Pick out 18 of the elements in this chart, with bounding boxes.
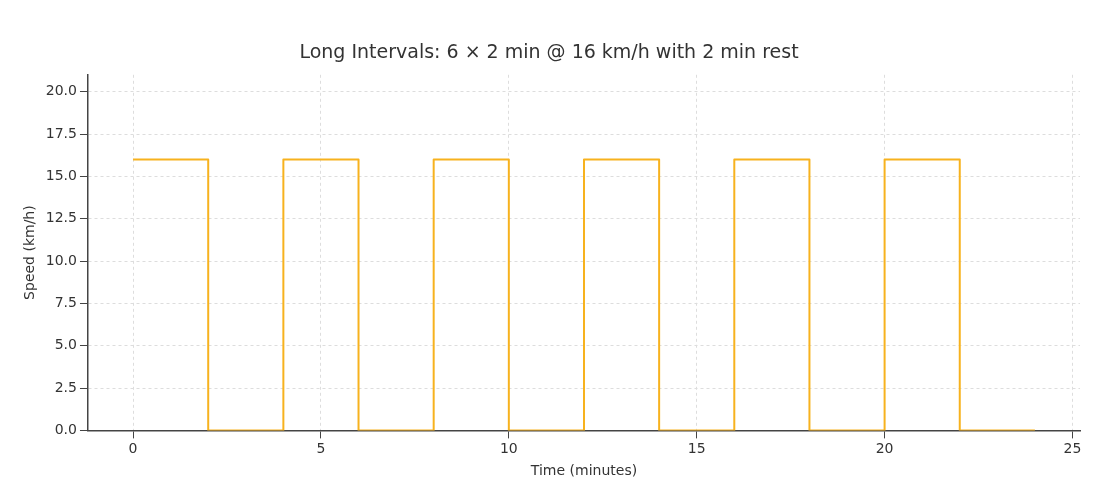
chart-title: Long Intervals: 6 × 2 min @ 16 km/h with 2 min rest [299, 40, 799, 63]
x-axis-title: Time (minutes) [529, 462, 638, 479]
y-tick-label: 7.5 [54, 294, 77, 311]
x-tick-label: 5 [316, 440, 326, 457]
y-tick-label: 15.0 [45, 167, 77, 184]
y-tick-label: 20.0 [45, 82, 77, 99]
y-tick-label: 12.5 [45, 209, 77, 226]
y-axis-title: Speed (km/h) [21, 205, 38, 300]
y-tick-label: 2.5 [54, 378, 77, 395]
x-tick-label: 15 [687, 440, 706, 457]
y-tick-label: 10.0 [45, 251, 77, 268]
y-tick-label: 5.0 [54, 336, 77, 353]
y-tick-label: 17.5 [45, 124, 77, 141]
x-tick-label: 20 [875, 440, 894, 457]
y-tick-label: 0.0 [54, 421, 77, 438]
x-tick-label: 10 [499, 440, 518, 457]
x-tick-label: 25 [1063, 440, 1082, 457]
x-tick-label: 0 [128, 440, 138, 457]
